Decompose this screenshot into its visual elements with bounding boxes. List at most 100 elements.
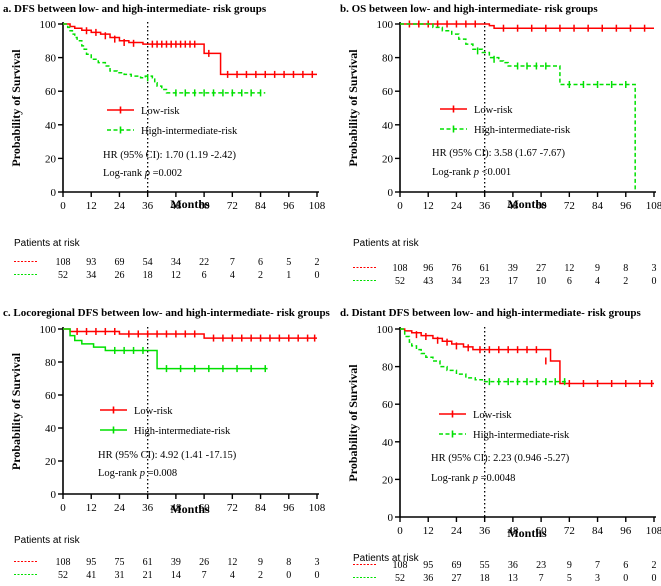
y-tick-label: 40	[382, 437, 394, 449]
x-tick-label: 108	[646, 200, 661, 212]
y-tick-label: 0	[51, 187, 57, 199]
y-axis-label: Probability of Survival	[9, 49, 23, 167]
risk-high-count: 4	[230, 270, 235, 281]
risk-high-count: 52	[395, 573, 405, 581]
x-tick-label: 108	[646, 525, 661, 537]
high-intermediate-risk-curve	[63, 23, 266, 94]
risk-high-count: 12	[171, 270, 181, 281]
patients-at-risk-label: Patients at risk	[353, 238, 420, 249]
y-tick-label: 100	[40, 19, 57, 31]
risk-high-count: 10	[536, 276, 546, 287]
risk-high-count: 0	[286, 570, 291, 581]
x-axis-label: Months	[170, 197, 210, 211]
legend-label: High-intermediate-risk	[141, 126, 238, 137]
risk-high-count: 31	[114, 570, 124, 581]
x-tick-label: 108	[309, 502, 326, 514]
risk-low-count: 7	[595, 560, 600, 571]
x-tick-label: 0	[60, 502, 66, 514]
legend-label: Low-risk	[134, 406, 173, 417]
hazard-ratio-text: HR (95% CI): 1.70 (1.19 -2.42)	[103, 150, 236, 161]
y-tick-label: 40	[382, 120, 394, 132]
x-tick-label: 0	[60, 200, 66, 212]
risk-low-count: 12	[564, 263, 574, 274]
risk-high-count: 43	[423, 276, 433, 287]
risk-low-count: 8	[623, 263, 628, 274]
y-tick-label: 100	[377, 19, 394, 31]
risk-low-count: 61	[480, 263, 490, 274]
x-tick-label: 72	[564, 200, 575, 212]
x-tick-label: 36	[479, 200, 491, 212]
x-tick-label: 24	[114, 200, 126, 212]
legend: Low-risk High-intermediate-risk	[107, 106, 238, 137]
risk-low-count: 108	[56, 557, 71, 568]
risk-low-count: 55	[480, 560, 490, 571]
risk-low-count: 39	[508, 263, 518, 274]
x-tick-label: 36	[479, 525, 491, 537]
risk-low-count: 3	[315, 557, 320, 568]
risk-low-count: 22	[199, 257, 209, 268]
risk-high-count: 1	[286, 270, 291, 281]
x-tick-label: 96	[620, 525, 632, 537]
risk-high-count: 21	[143, 570, 153, 581]
risk-low-count: 26	[199, 557, 209, 568]
chart-panel-a: a. DFS between low- and high-intermediat…	[3, 3, 326, 281]
risk-low-count: 75	[114, 557, 124, 568]
risk-high-count: 52	[58, 570, 68, 581]
y-tick-label: 60	[382, 399, 394, 411]
risk-low-count: 95	[423, 560, 433, 571]
risk-low-count: 9	[595, 263, 600, 274]
risk-high-count: 52	[58, 270, 68, 281]
y-tick-label: 80	[45, 53, 57, 65]
legend-label: Low-risk	[141, 106, 180, 117]
y-tick-label: 80	[382, 362, 394, 374]
risk-low-count: 69	[451, 560, 461, 571]
chart-panel-c: c. Locoregional DFS between low- and hig…	[3, 307, 331, 581]
risk-low-count: 23	[536, 560, 546, 571]
risk-high-count: 18	[480, 573, 490, 581]
x-tick-label: 84	[592, 200, 604, 212]
y-tick-label: 60	[382, 86, 394, 98]
risk-low-count: 7	[230, 257, 235, 268]
risk-low-count: 27	[536, 263, 546, 274]
legend: Low-risk High-intermediate-risk	[439, 410, 570, 441]
legend-label: High-intermediate-risk	[473, 430, 570, 441]
x-tick-label: 84	[255, 200, 267, 212]
x-tick-label: 48	[507, 525, 519, 537]
low-risk-curve	[63, 23, 317, 76]
x-tick-label: 24	[451, 525, 463, 537]
chart-title: b. OS between low- and high-intermediate…	[340, 3, 598, 15]
risk-low-count: 108	[56, 257, 71, 268]
risk-high-count: 13	[508, 573, 518, 581]
risk-high-count: 7	[202, 570, 207, 581]
x-axis-label: Months	[507, 526, 547, 540]
chart-title: a. DFS between low- and high-intermediat…	[3, 3, 267, 15]
risk-high-count: 34	[451, 276, 461, 287]
risk-high-count: 7	[539, 573, 544, 581]
y-tick-label: 40	[45, 120, 57, 132]
y-axis-label: Probability of Survival	[9, 352, 23, 470]
risk-low-count: 61	[143, 557, 153, 568]
x-tick-label: 24	[114, 502, 126, 514]
x-tick-label: 60	[536, 200, 548, 212]
y-axis-label: Probability of Survival	[346, 364, 360, 482]
y-tick-label: 60	[45, 390, 57, 402]
hazard-ratio-text: HR (95% CI): 3.58 (1.67 -7.67)	[432, 148, 565, 159]
chart-title: c. Locoregional DFS between low- and hig…	[3, 307, 331, 319]
x-tick-label: 72	[227, 502, 238, 514]
risk-high-count: 27	[451, 573, 461, 581]
risk-low-count: 8	[286, 557, 291, 568]
patients-at-risk-label: Patients at risk	[353, 553, 420, 564]
x-tick-label: 12	[423, 525, 434, 537]
high-intermediate-risk-curve	[400, 23, 638, 190]
risk-high-count: 4	[230, 570, 235, 581]
y-tick-label: 20	[45, 153, 57, 165]
risk-low-count: 5	[286, 257, 291, 268]
risk-high-count: 18	[143, 270, 153, 281]
risk-high-count: 26	[114, 270, 124, 281]
x-tick-label: 84	[255, 502, 267, 514]
risk-low-count: 69	[114, 257, 124, 268]
y-tick-label: 0	[51, 489, 57, 501]
low-risk-curve	[400, 328, 654, 385]
x-tick-label: 108	[309, 200, 326, 212]
